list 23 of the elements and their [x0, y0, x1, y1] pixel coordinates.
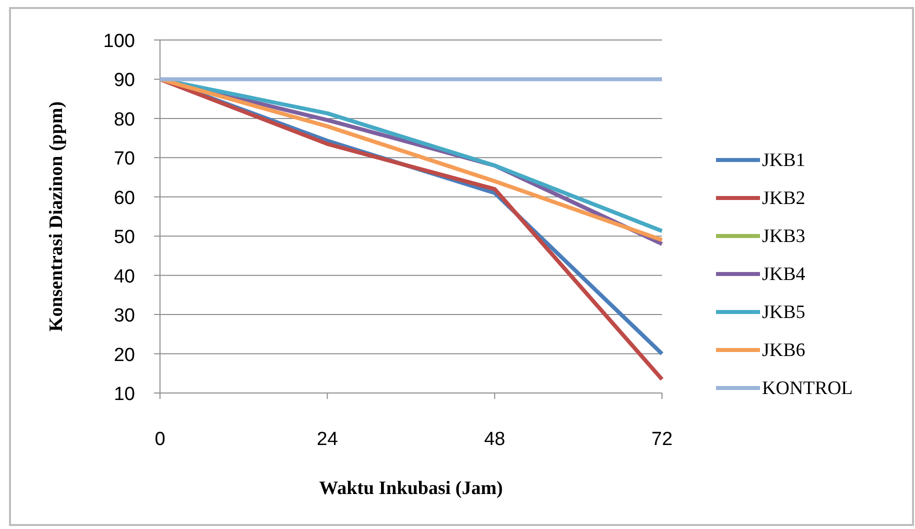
y-tick-label: 90: [114, 70, 135, 92]
y-tick-label: 30: [114, 306, 135, 327]
legend-label: JKB1: [762, 150, 806, 171]
y-tick-label: 100: [103, 31, 135, 52]
y-tick-label: 60: [114, 188, 135, 209]
legend-label: JKB3: [762, 226, 806, 247]
legend-label: JKB4: [762, 264, 806, 285]
y-tick-label: 50: [114, 227, 135, 248]
x-tick-label: 48: [484, 429, 506, 450]
x-axis-title: Waktu Inkubasi (Jam): [319, 478, 503, 499]
legend-label: JKB5: [762, 302, 806, 323]
y-tick-label: 80: [114, 109, 135, 130]
y-tick-label: 70: [114, 148, 135, 170]
y-tick-label: 40: [114, 266, 135, 288]
x-tick-label: 72: [651, 429, 673, 450]
legend-label: JKB6: [762, 340, 806, 361]
x-tick-label: 24: [316, 429, 338, 450]
y-tick-label: 10: [114, 384, 135, 405]
y-axis-title: Konsentrasi Diazinon (ppm): [46, 101, 67, 332]
legend-label: KONTROL: [762, 378, 853, 399]
y-tick-label: 20: [114, 344, 135, 366]
x-tick-label: 0: [154, 429, 166, 450]
legend-label: JKB2: [762, 188, 806, 209]
